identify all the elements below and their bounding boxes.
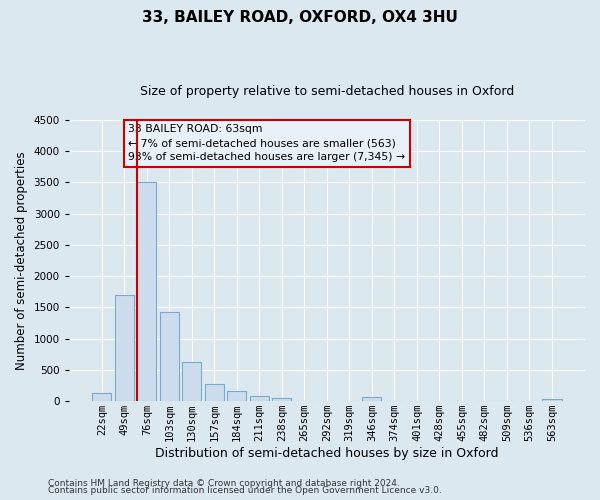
Bar bbox=[272, 398, 292, 401]
Text: Contains HM Land Registry data © Crown copyright and database right 2024.: Contains HM Land Registry data © Crown c… bbox=[48, 478, 400, 488]
Bar bbox=[137, 182, 157, 401]
Text: 33 BAILEY ROAD: 63sqm
← 7% of semi-detached houses are smaller (563)
93% of semi: 33 BAILEY ROAD: 63sqm ← 7% of semi-detac… bbox=[128, 124, 406, 162]
Bar bbox=[160, 312, 179, 401]
Text: Contains public sector information licensed under the Open Government Licence v3: Contains public sector information licen… bbox=[48, 486, 442, 495]
X-axis label: Distribution of semi-detached houses by size in Oxford: Distribution of semi-detached houses by … bbox=[155, 447, 499, 460]
Y-axis label: Number of semi-detached properties: Number of semi-detached properties bbox=[15, 152, 28, 370]
Bar bbox=[250, 396, 269, 401]
Title: Size of property relative to semi-detached houses in Oxford: Size of property relative to semi-detach… bbox=[140, 85, 514, 98]
Bar bbox=[205, 384, 224, 401]
Bar bbox=[115, 295, 134, 401]
Bar bbox=[362, 398, 382, 401]
Text: 33, BAILEY ROAD, OXFORD, OX4 3HU: 33, BAILEY ROAD, OXFORD, OX4 3HU bbox=[142, 10, 458, 25]
Bar bbox=[92, 393, 112, 401]
Bar bbox=[542, 398, 562, 401]
Bar bbox=[182, 362, 202, 401]
Bar bbox=[227, 392, 247, 401]
